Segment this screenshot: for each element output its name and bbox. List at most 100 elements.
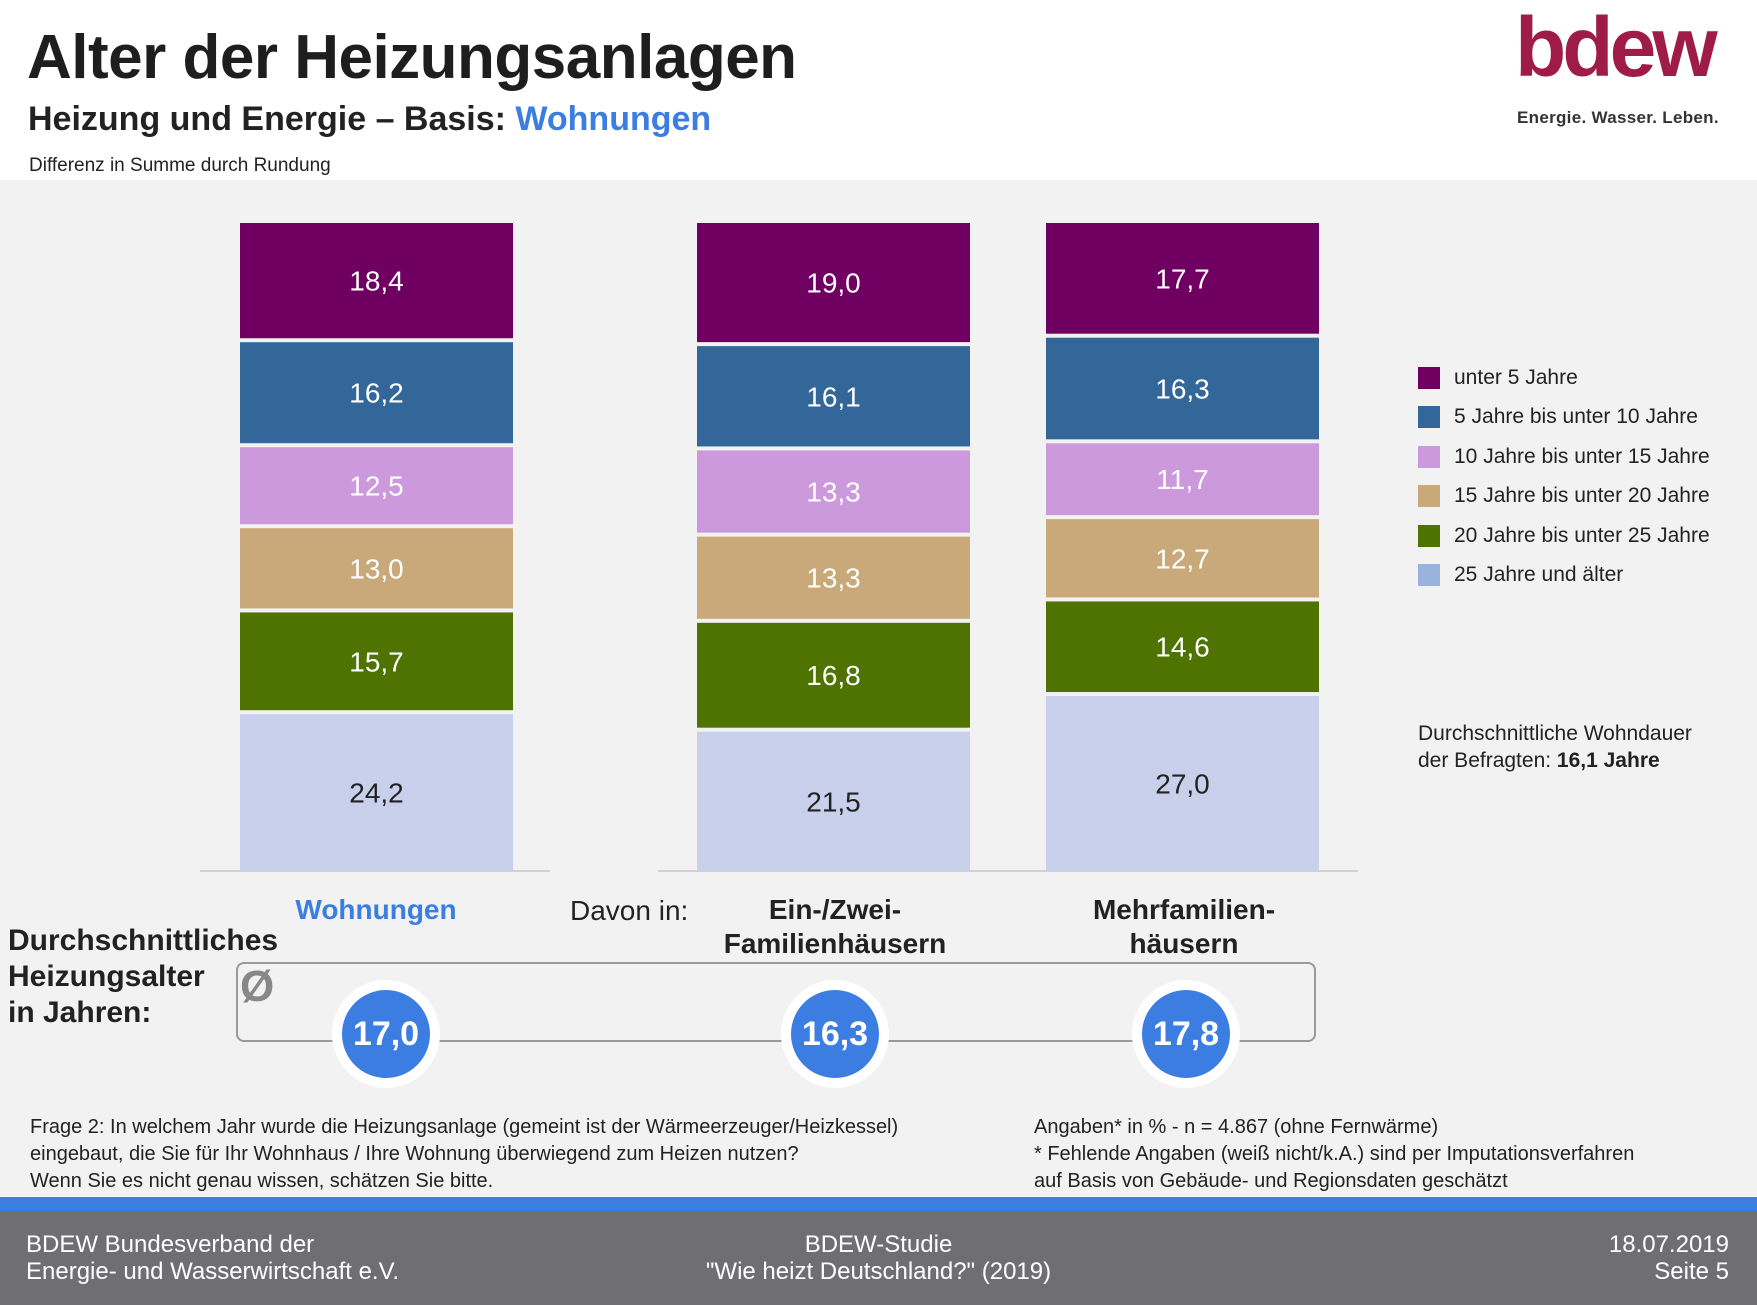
legend-item: 5 Jahre bis unter 10 Jahre: [1418, 398, 1710, 438]
basis-line: * Fehlende Angaben (weiß nicht/k.A.) sin…: [1034, 1143, 1635, 1165]
legend-swatch: [1418, 406, 1440, 429]
legend-swatch: [1418, 366, 1440, 389]
bar-value-label: 12,5: [349, 471, 404, 502]
footer-line: BDEW-Studie: [804, 1231, 953, 1258]
legend-label: 25 Jahre und älter: [1454, 563, 1624, 587]
category-label-line: Mehrfamilien-: [1092, 894, 1276, 925]
legend-swatch: [1418, 445, 1440, 468]
bar-value-label: 16,2: [349, 378, 404, 409]
footer-line: BDEW Bundesverband der: [26, 1231, 315, 1258]
footer-study: BDEW-Studie "Wie heizt Deutschland?" (20…: [0, 1231, 1757, 1285]
footer-organization: BDEW Bundesverband der Energie- und Wass…: [26, 1231, 399, 1285]
bar-segment: [240, 342, 513, 444]
bar-segment: [1046, 443, 1319, 516]
legend-swatch: [1418, 524, 1440, 547]
question-note: Frage 2: In welchem Jahr wurde die Heizu…: [30, 1114, 898, 1195]
average-age-title: Durchschnittliches Heizungsalter in Jahr…: [8, 923, 278, 1031]
average-bubble-mehrfamilien: 17,8: [1132, 980, 1240, 1088]
footer-line: Energie- und Wasserwirtschaft e.V.: [26, 1258, 400, 1285]
bar-value-label: 16,8: [806, 660, 861, 691]
rounding-note: Differenz in Summe durch Rundung: [29, 155, 331, 176]
bar-segment: [1046, 519, 1319, 598]
basis-line: Angaben* in % - n = 4.867 (ohne Fernwärm…: [1034, 1116, 1439, 1138]
legend-swatch: [1418, 564, 1440, 587]
bar-segment: [240, 612, 513, 711]
average-bubble-ein-zwei: 16,3: [781, 980, 889, 1088]
bar-value-label: 17,7: [1155, 263, 1210, 294]
average-symbol: Ø: [240, 962, 275, 1011]
bar-segment: [1046, 696, 1319, 871]
bar-value-label: 21,5: [806, 786, 861, 817]
average-title-line: Heizungsalter: [8, 960, 205, 993]
question-line: eingebaut, die Sie für Ihr Wohnhaus / Ih…: [30, 1143, 799, 1165]
legend-item: 20 Jahre bis unter 25 Jahre: [1418, 516, 1710, 556]
chart-legend: unter 5 Jahre 5 Jahre bis unter 10 Jahre 1…: [1418, 358, 1710, 595]
basis-note: Angaben* in % - n = 4.867 (ohne Fernwärm…: [1034, 1114, 1634, 1195]
footer-accent-bar: [0, 1197, 1757, 1211]
footer-line: 18.07.2019: [1608, 1231, 1729, 1258]
bar-segment: [240, 447, 513, 525]
bar-value-label: 27,0: [1155, 769, 1210, 800]
question-line: Wenn Sie es nicht genau wissen, schätzen…: [30, 1170, 494, 1192]
bar-value-label: 13,3: [806, 563, 861, 594]
question-line: Frage 2: In welchem Jahr wurde die Heizu…: [30, 1116, 899, 1138]
legend-item: unter 5 Jahre: [1418, 358, 1710, 398]
legend-label: unter 5 Jahre: [1454, 365, 1578, 389]
legend-item: 10 Jahre bis unter 15 Jahre: [1418, 437, 1710, 477]
bar-value-label: 13,0: [349, 553, 404, 584]
category-label-line: Familienhäusern: [723, 928, 947, 959]
category-label-mehrfamilien: Mehrfamilien- häusern: [1034, 893, 1334, 961]
average-dwell-line1: Durchschnittliche Wohndauer: [1418, 722, 1692, 745]
bar-segment: [240, 223, 513, 339]
footer-line: "Wie heizt Deutschland?" (2019): [705, 1258, 1052, 1285]
bar-value-label: 24,2: [349, 778, 404, 809]
bar-value-label: 19,0: [806, 268, 861, 299]
legend-label: 10 Jahre bis unter 15 Jahre: [1454, 444, 1710, 468]
legend-item: 15 Jahre bis unter 20 Jahre: [1418, 477, 1710, 517]
legend-label: 15 Jahre bis unter 20 Jahre: [1454, 484, 1710, 508]
bar-segment: [240, 528, 513, 609]
average-value: 16,3: [791, 990, 879, 1078]
bar-value-label: 13,3: [806, 477, 861, 508]
footer: BDEW Bundesverband der Energie- und Wass…: [0, 1211, 1757, 1305]
bar-segment: [697, 536, 970, 619]
davon-label: Davon in:: [570, 895, 689, 926]
bar-segment: [697, 346, 970, 447]
footer-line: Seite 5: [1654, 1258, 1729, 1285]
logo-tagline: Energie. Wasser. Leben.: [1517, 108, 1719, 127]
average-title-line: Durchschnittliches: [8, 924, 279, 957]
category-label-line: Wohnungen: [295, 894, 457, 925]
average-value: 17,8: [1142, 990, 1230, 1078]
bar-segment: [1046, 223, 1319, 334]
footer-date-page: 18.07.2019 Seite 5: [1609, 1231, 1729, 1285]
bar-value-label: 11,7: [1156, 464, 1208, 495]
average-value: 17,0: [342, 990, 430, 1078]
bar-value-label: 16,1: [806, 381, 861, 412]
stacked-bar-chart: 18,4 16,2 12,5 13,0 15,7 24,2 19,0 16,1 13,3 13,3…: [200, 223, 1358, 872]
page-subtitle: Heizung und Energie – Basis: Wohnungen: [28, 100, 711, 139]
bar-segment: [1046, 337, 1319, 440]
subtitle-highlight: Wohnungen: [515, 100, 712, 138]
bar-value-label: 16,3: [1155, 374, 1210, 405]
bar-value-label: 12,7: [1155, 543, 1210, 574]
bar-value-label: 14,6: [1155, 632, 1210, 663]
bar-segment: [697, 223, 970, 343]
subtitle-prefix: Heizung und Energie – Basis:: [28, 100, 516, 138]
logo-wordmark: bdew: [1515, 14, 1718, 84]
average-bubble-wohnungen: 17,0: [332, 980, 440, 1088]
bdew-logo: bdew: [1515, 14, 1722, 84]
average-title-line: in Jahren:: [8, 996, 152, 1029]
bar-segment: [697, 731, 970, 871]
legend-item: 25 Jahre und älter: [1418, 556, 1710, 596]
legend-label: 20 Jahre bis unter 25 Jahre: [1454, 523, 1710, 547]
page-title: Alter der Heizungsanlagen: [27, 23, 797, 92]
bar-segment: [697, 450, 970, 533]
category-label-line: häusern: [1129, 928, 1239, 959]
bar-segment: [697, 622, 970, 728]
bar-segment: [240, 714, 513, 871]
average-dwell-note: Durchschnittliche Wohndauer der Befragte…: [1418, 720, 1692, 774]
category-label-line: Ein-/Zwei-: [768, 894, 902, 925]
bar-value-label: 15,7: [349, 646, 404, 677]
legend-swatch: [1418, 485, 1440, 508]
average-dwell-value: 16,1 Jahre: [1556, 749, 1660, 772]
